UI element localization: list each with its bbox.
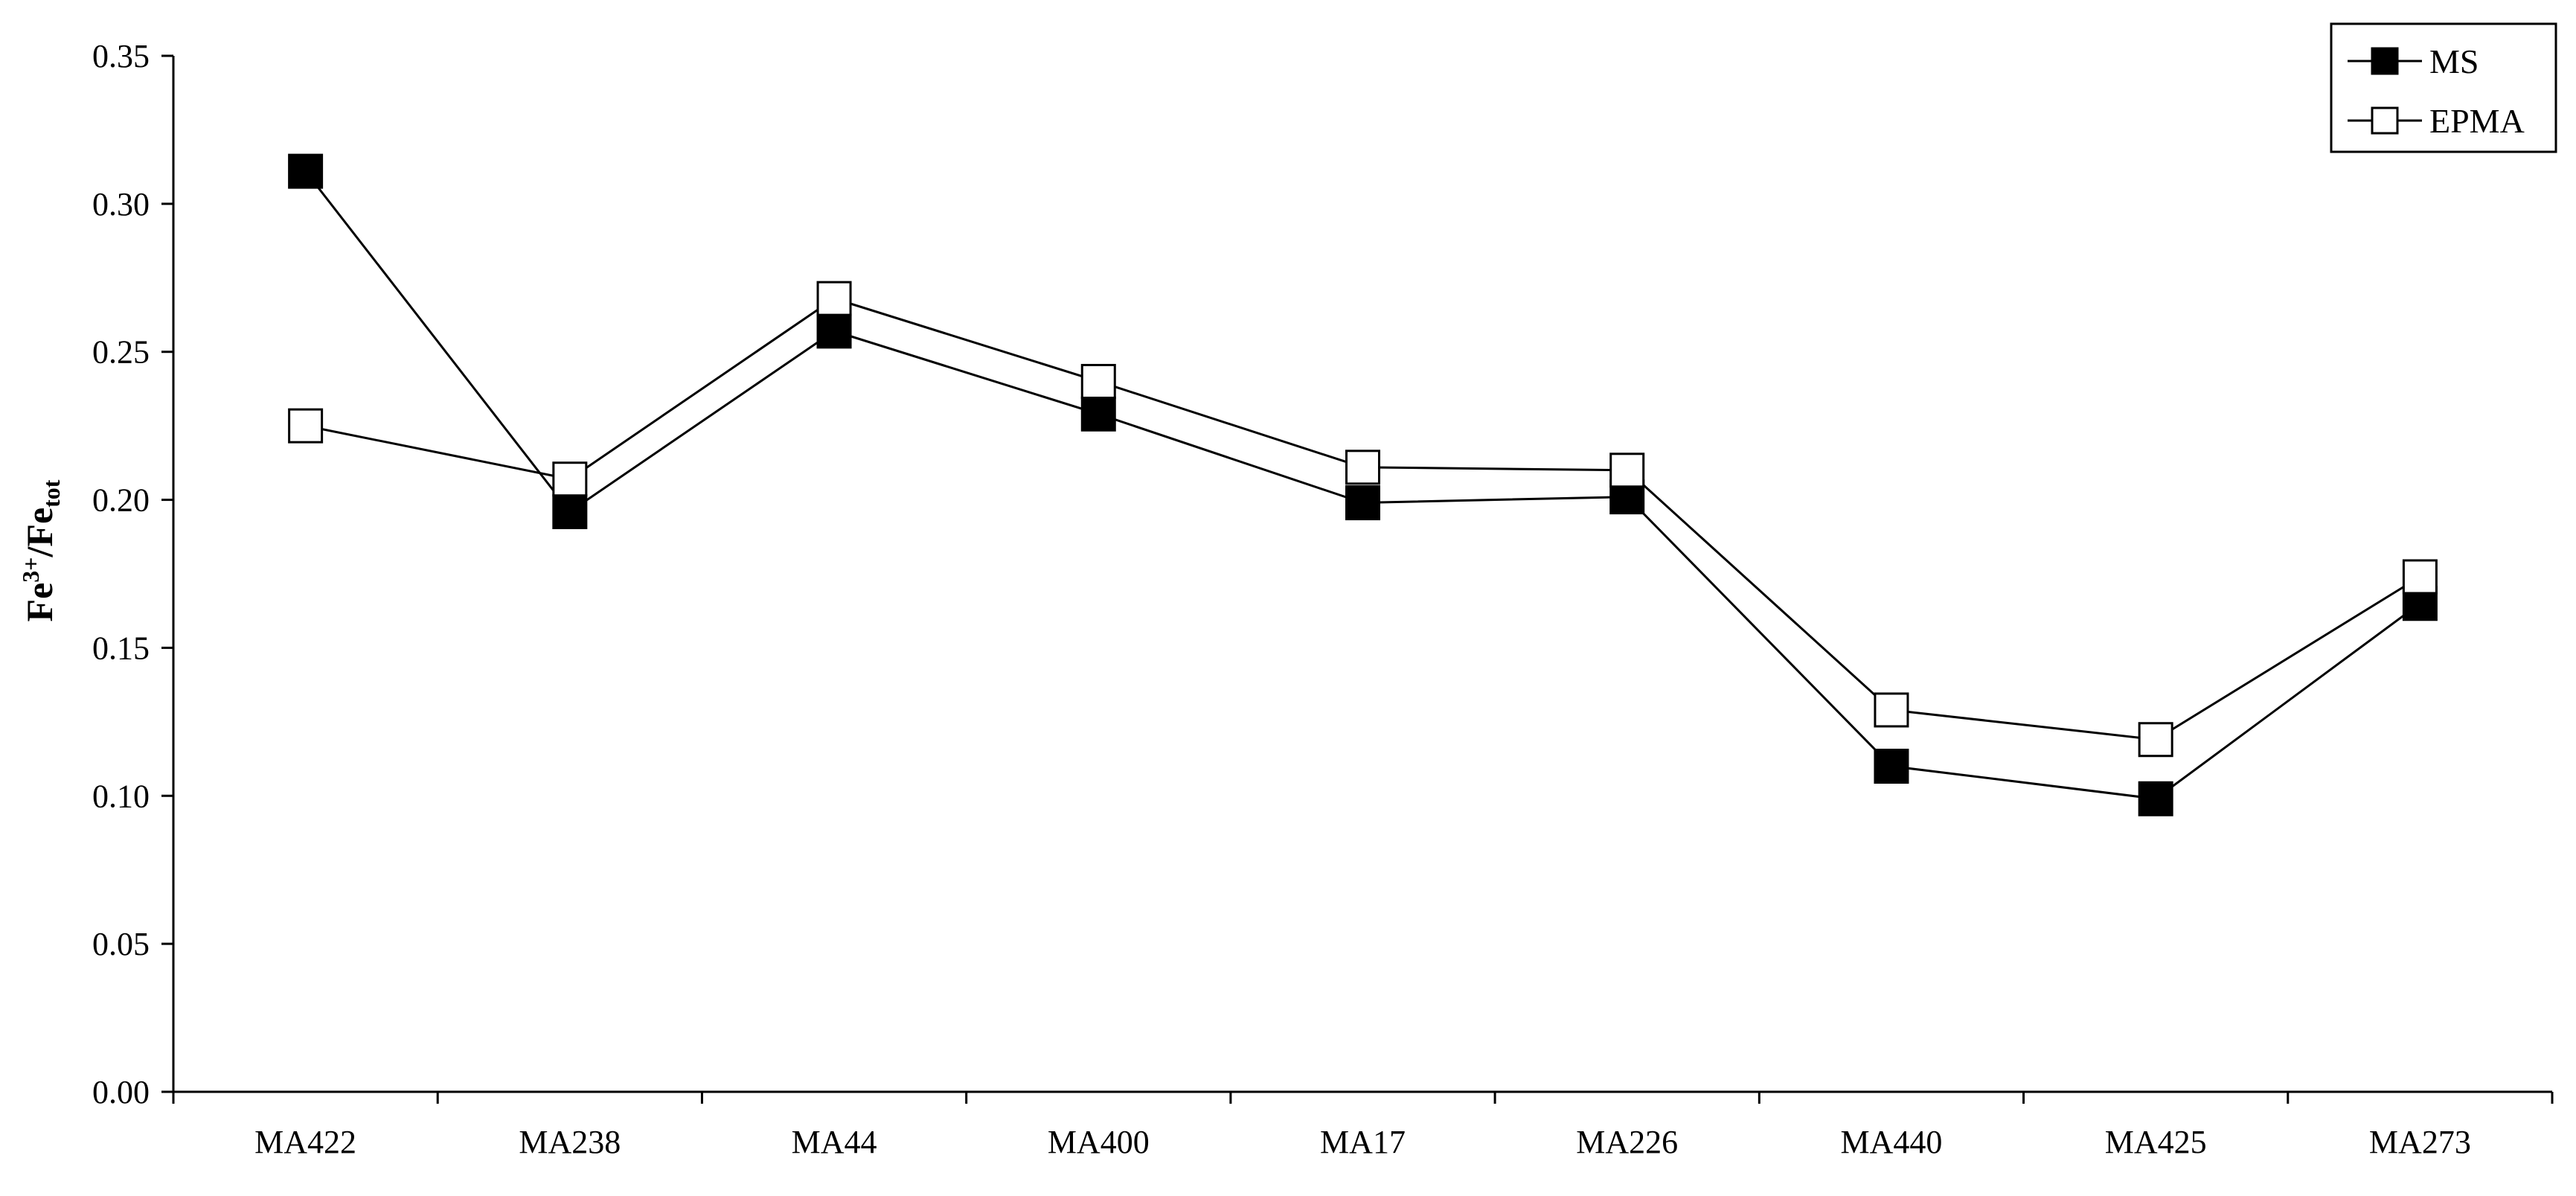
- y-axis-title: Fe3+/Fetot: [17, 479, 65, 621]
- data-point-epma: [1609, 453, 1645, 488]
- x-tick-label: MA44: [792, 1124, 877, 1160]
- y-tick-label: 0.10: [92, 778, 150, 814]
- y-axis-title-subscript: tot: [38, 479, 65, 508]
- series-lines: [304, 170, 2421, 800]
- data-point-ms: [816, 313, 852, 349]
- y-tick-label: 0.05: [92, 926, 150, 962]
- x-tick-label: MA226: [1576, 1124, 1678, 1160]
- data-point-ms: [552, 493, 588, 529]
- data-point-ms: [1080, 396, 1116, 432]
- y-axis-title-main: Fe: [19, 583, 60, 622]
- axes: 0.00 0.05 0.10 0.15 0.20 0.25 0.30 0.35 MA422 MA2…: [92, 38, 2554, 1160]
- series-line-ms: [304, 170, 2421, 800]
- data-point-epma: [2402, 559, 2438, 595]
- y-tick-label: 0.15: [92, 630, 150, 666]
- x-tick-label: MA422: [254, 1124, 356, 1160]
- x-tick-label: MA17: [1320, 1124, 1406, 1160]
- series-markers: [288, 153, 2438, 816]
- legend-label-ms: MS: [2429, 42, 2479, 80]
- x-tick-label: MA238: [519, 1124, 621, 1160]
- data-point-epma: [1874, 692, 1909, 728]
- y-tick-label: 0.30: [92, 186, 150, 223]
- data-point-epma: [1345, 450, 1380, 485]
- y-tick-label: 0.35: [92, 38, 150, 74]
- y-axis-title-superscript: 3+: [17, 557, 44, 582]
- data-point-epma: [288, 408, 324, 444]
- x-tick-label: MA440: [1840, 1124, 1942, 1160]
- data-point-ms: [2138, 781, 2173, 816]
- legend-box: [2330, 22, 2557, 153]
- x-tick-label: MA425: [2105, 1124, 2207, 1160]
- y-axis-title-middle: /Fe: [19, 508, 60, 558]
- data-point-epma: [1080, 363, 1116, 399]
- legend-marker-epma: [2371, 106, 2399, 135]
- legend-label-epma: EPMA: [2429, 102, 2525, 140]
- x-tick-label: MA400: [1048, 1124, 1150, 1160]
- data-point-epma: [2138, 722, 2173, 758]
- data-point-ms: [1874, 749, 1909, 784]
- data-point-ms: [288, 153, 324, 189]
- data-point-epma: [552, 461, 588, 497]
- y-tick-label: 0.25: [92, 334, 150, 371]
- x-tick-label: MA273: [2369, 1124, 2471, 1160]
- data-point-epma: [816, 281, 852, 316]
- legend-marker-ms: [2371, 47, 2399, 75]
- y-tick-label: 0.20: [92, 482, 150, 519]
- legend: MS EPMA: [2330, 22, 2557, 153]
- data-point-ms: [1345, 485, 1380, 521]
- y-tick-label: 0.00: [92, 1074, 150, 1110]
